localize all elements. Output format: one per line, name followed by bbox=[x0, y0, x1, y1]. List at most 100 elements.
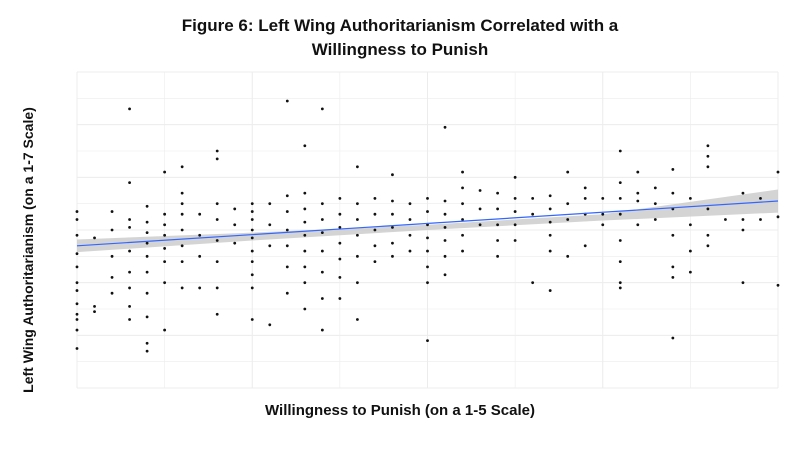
data-point bbox=[285, 291, 289, 295]
data-point bbox=[513, 175, 517, 179]
data-point bbox=[128, 249, 131, 253]
data-point bbox=[320, 249, 324, 253]
data-point bbox=[128, 225, 131, 229]
data-point bbox=[618, 260, 622, 263]
data-point bbox=[233, 207, 237, 211]
data-point bbox=[163, 281, 167, 285]
data-point bbox=[531, 197, 535, 200]
data-point bbox=[163, 223, 167, 227]
data-point bbox=[250, 228, 254, 232]
data-point bbox=[776, 170, 780, 174]
data-point bbox=[478, 189, 482, 192]
data-point bbox=[198, 212, 202, 216]
data-point bbox=[163, 247, 167, 250]
data-point bbox=[110, 276, 114, 279]
data-point bbox=[303, 191, 307, 195]
data-point bbox=[338, 257, 342, 261]
data-point bbox=[303, 307, 307, 311]
data-point bbox=[461, 186, 464, 190]
data-point bbox=[443, 273, 447, 277]
data-point bbox=[513, 197, 517, 200]
data-point bbox=[583, 186, 587, 190]
data-point bbox=[478, 207, 482, 211]
data-point bbox=[128, 304, 131, 308]
data-point bbox=[145, 341, 149, 345]
data-point bbox=[215, 218, 219, 221]
data-point bbox=[145, 204, 149, 208]
data-point bbox=[759, 218, 762, 221]
data-point bbox=[636, 199, 640, 203]
data-point bbox=[426, 249, 429, 253]
data-point bbox=[285, 99, 289, 103]
data-point bbox=[356, 202, 359, 206]
data-point bbox=[618, 197, 622, 200]
data-point bbox=[443, 125, 447, 129]
data-point bbox=[145, 220, 149, 224]
data-point bbox=[163, 328, 167, 332]
data-point bbox=[548, 233, 552, 237]
data-point bbox=[215, 149, 219, 153]
data-point bbox=[285, 228, 289, 232]
data-point bbox=[320, 107, 324, 111]
data-point bbox=[373, 212, 377, 216]
data-point bbox=[618, 212, 622, 216]
chart-title-line-1: Figure 6: Left Wing Authoritarianism Cor… bbox=[181, 16, 619, 35]
data-point bbox=[671, 336, 675, 340]
data-point bbox=[268, 223, 272, 227]
data-point bbox=[373, 197, 377, 200]
data-point bbox=[303, 265, 307, 269]
confidence-band-group bbox=[77, 189, 778, 253]
data-point bbox=[338, 225, 342, 229]
data-point bbox=[198, 233, 202, 237]
data-point bbox=[145, 349, 149, 353]
data-point bbox=[391, 173, 394, 177]
data-point bbox=[233, 241, 237, 245]
data-point bbox=[75, 302, 79, 306]
data-point bbox=[706, 165, 710, 169]
data-point bbox=[93, 310, 96, 314]
data-point bbox=[461, 249, 464, 253]
data-point bbox=[250, 236, 254, 240]
data-point bbox=[128, 107, 131, 111]
data-point bbox=[513, 239, 517, 242]
data-point bbox=[338, 297, 342, 300]
data-point bbox=[303, 220, 307, 224]
data-point bbox=[391, 225, 394, 229]
data-point bbox=[75, 233, 79, 237]
data-point bbox=[601, 197, 605, 200]
data-point bbox=[75, 281, 79, 285]
data-point bbox=[250, 218, 254, 221]
data-point bbox=[391, 254, 394, 258]
data-point bbox=[548, 207, 552, 211]
data-point bbox=[391, 241, 394, 245]
data-point bbox=[478, 223, 482, 227]
data-point bbox=[443, 239, 447, 242]
data-point bbox=[163, 212, 167, 216]
data-point bbox=[215, 202, 219, 206]
data-point bbox=[741, 281, 745, 285]
data-point bbox=[583, 197, 587, 200]
data-point bbox=[408, 249, 412, 253]
data-point bbox=[391, 212, 394, 216]
data-point bbox=[373, 260, 377, 263]
data-point bbox=[688, 223, 692, 227]
data-point bbox=[128, 318, 131, 321]
data-point bbox=[285, 244, 289, 248]
data-point bbox=[198, 286, 202, 290]
data-point bbox=[215, 286, 219, 290]
data-point bbox=[303, 207, 307, 211]
data-point bbox=[653, 202, 657, 206]
data-point bbox=[303, 281, 307, 285]
data-point bbox=[583, 244, 587, 248]
data-point bbox=[548, 249, 552, 253]
data-point bbox=[443, 254, 447, 258]
data-point bbox=[268, 202, 272, 206]
data-point bbox=[426, 281, 429, 285]
data-point bbox=[75, 252, 79, 256]
data-point bbox=[618, 281, 622, 285]
data-point bbox=[426, 236, 429, 240]
data-point bbox=[320, 218, 324, 221]
data-point bbox=[759, 197, 762, 200]
data-point bbox=[180, 165, 184, 169]
data-point bbox=[268, 244, 272, 248]
